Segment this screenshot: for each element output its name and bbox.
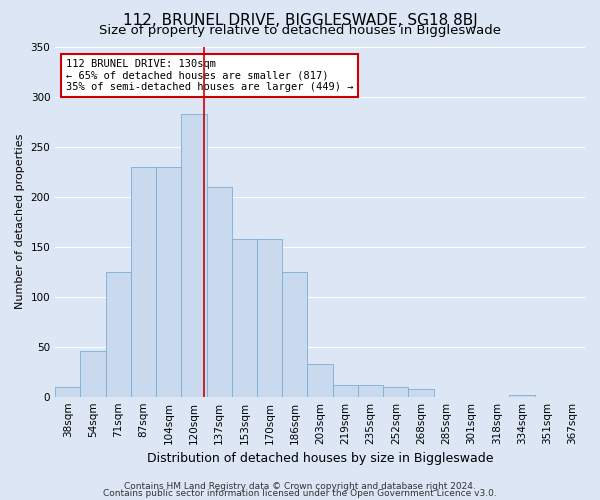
Bar [232, 238, 257, 396]
Text: Size of property relative to detached houses in Biggleswade: Size of property relative to detached ho… [99, 24, 501, 37]
Text: Contains public sector information licensed under the Open Government Licence v3: Contains public sector information licen… [103, 490, 497, 498]
Bar [282, 272, 307, 396]
Bar [181, 114, 206, 397]
Text: 112 BRUNEL DRIVE: 130sqm
← 65% of detached houses are smaller (817)
35% of semi-: 112 BRUNEL DRIVE: 130sqm ← 65% of detach… [66, 59, 353, 92]
Bar [156, 166, 181, 396]
Bar [55, 386, 80, 396]
Bar [332, 384, 358, 396]
Bar [358, 384, 383, 396]
Bar [106, 272, 131, 396]
Text: Contains HM Land Registry data © Crown copyright and database right 2024.: Contains HM Land Registry data © Crown c… [124, 482, 476, 491]
Bar [131, 166, 156, 396]
Text: 112, BRUNEL DRIVE, BIGGLESWADE, SG18 8BJ: 112, BRUNEL DRIVE, BIGGLESWADE, SG18 8BJ [122, 12, 478, 28]
Y-axis label: Number of detached properties: Number of detached properties [15, 134, 25, 310]
Bar [509, 394, 535, 396]
Bar [307, 364, 332, 396]
X-axis label: Distribution of detached houses by size in Biggleswade: Distribution of detached houses by size … [147, 452, 493, 465]
Bar [206, 186, 232, 396]
Bar [80, 350, 106, 397]
Bar [257, 238, 282, 396]
Bar [383, 386, 409, 396]
Bar [409, 388, 434, 396]
